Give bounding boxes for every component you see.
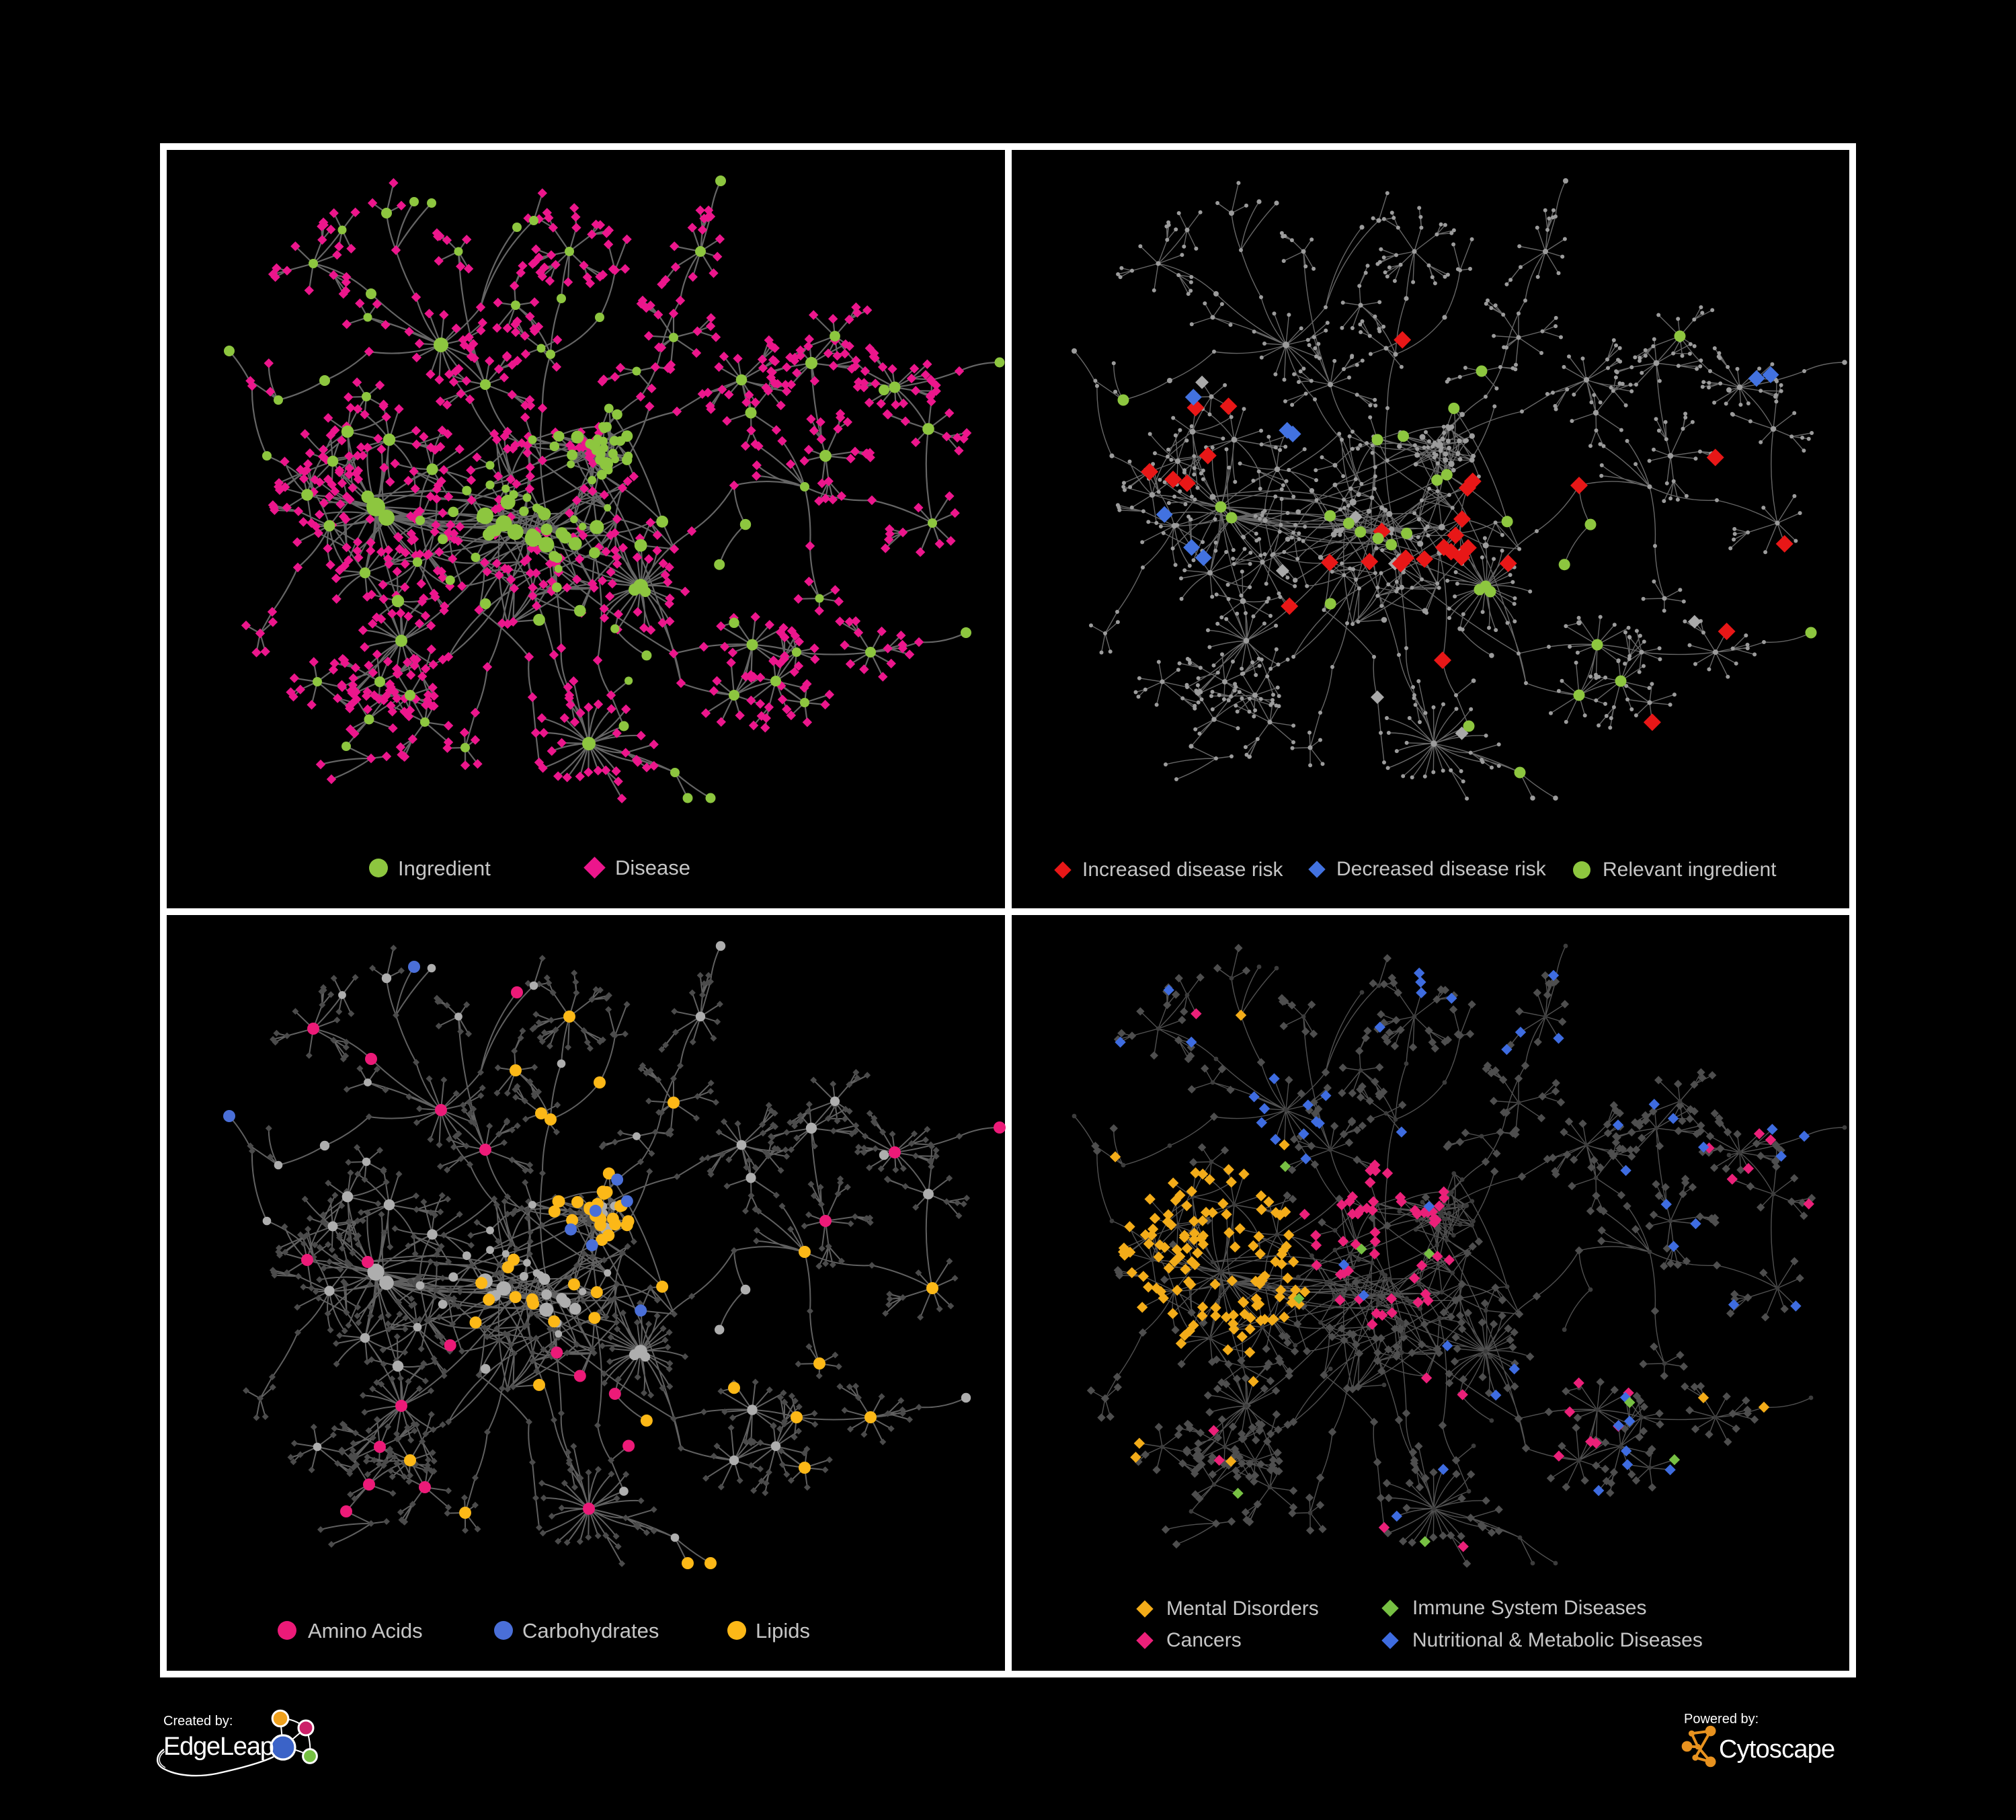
svg-text:EdgeLeap: EdgeLeap (163, 1733, 274, 1761)
svg-text:Cytoscape: Cytoscape (1719, 1735, 1834, 1764)
